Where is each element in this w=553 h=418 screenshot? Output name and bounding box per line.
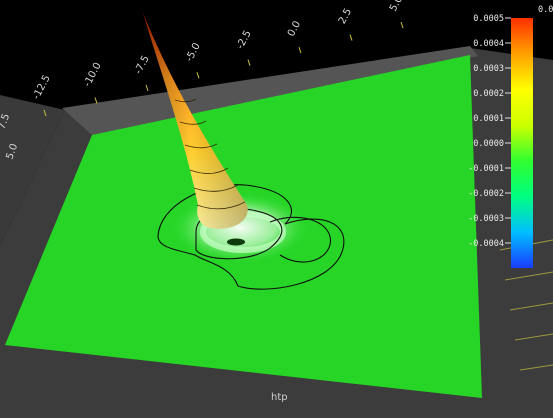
x-tick-mark xyxy=(196,72,200,79)
contour-right-lobe xyxy=(269,216,331,263)
colorbar-tick-label: -0.0002 xyxy=(468,189,504,199)
x-tick-mark xyxy=(298,46,302,54)
back-wall-left xyxy=(0,95,65,245)
colorbar-tick-label: 0.0001 xyxy=(473,114,504,124)
colorbar-top-label: 0.0 xyxy=(538,5,553,15)
x-tick-label: -7.5 xyxy=(133,54,152,76)
spike-contours xyxy=(174,98,246,210)
x-tick-mark xyxy=(349,34,353,41)
colorbar-ticks: 0.0005 0.0004 0.0003 0.0002 0.0001 0.0000 -0.0… xyxy=(468,14,511,249)
colorbar-bar xyxy=(511,18,533,268)
colorbar: 0.0005 0.0004 0.0003 0.0002 0.0001 0.0000 -0.0… xyxy=(468,5,553,268)
colorbar-tick-label: -0.0004 xyxy=(468,239,504,249)
x-tick-mark xyxy=(247,59,251,66)
colorbar-tick-label: 0.0000 xyxy=(473,139,504,149)
colorbar-tick-label: -0.0003 xyxy=(468,214,504,224)
z-axis-label: htp xyxy=(271,392,288,403)
box-rim xyxy=(62,46,478,135)
colorbar-tick-label: -0.0001 xyxy=(468,164,504,174)
x-tick-mark xyxy=(94,97,98,104)
colorbar-tick-label: 0.0004 xyxy=(473,39,504,49)
spike xyxy=(143,13,248,229)
y-tick-label: 5.0 xyxy=(4,142,20,161)
x-tick-label: 2.5 xyxy=(337,7,354,26)
x-tick-mark xyxy=(43,109,47,117)
x-tick-label: -5.0 xyxy=(184,41,203,63)
x-tick-mark xyxy=(400,21,404,29)
x-tick-mark xyxy=(145,84,149,92)
colorbar-tick-label: 0.0002 xyxy=(473,89,504,99)
colorbar-tick-label: 0.0005 xyxy=(473,14,504,24)
x-tick-label: -10.0 xyxy=(82,61,104,89)
ripple-dip xyxy=(227,238,245,246)
x-tick-label: 0.0 xyxy=(286,19,303,38)
colorbar-tick-label: 0.0003 xyxy=(473,64,504,74)
x-tick-label: 5.0 xyxy=(388,0,405,13)
x-tick-label: -2.5 xyxy=(235,29,254,51)
contour-outer xyxy=(157,184,345,290)
spike-shading xyxy=(143,13,248,229)
x-tick-label: -12.5 xyxy=(31,73,53,101)
